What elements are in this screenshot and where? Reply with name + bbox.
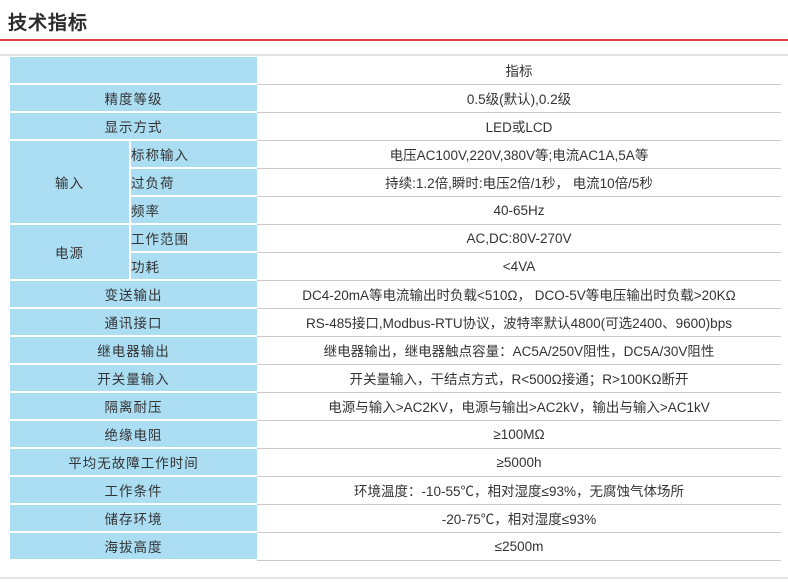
- spec-label-isolation: 隔离耐压: [10, 392, 257, 421]
- spec-label-accuracy: 精度等级: [10, 84, 257, 113]
- table-row: 平均无故障工作时间 ≥5000h: [10, 448, 781, 477]
- table-row: 变送输出 DC4-20mA等电流输出时负载<510Ω， DCO-5V等电压输出时…: [10, 280, 781, 309]
- title-underline: [0, 39, 788, 41]
- table-row: 绝缘电阻 ≥100MΩ: [10, 420, 781, 449]
- table-row: 指标: [10, 57, 781, 85]
- spec-label-altitude: 海拔高度: [10, 532, 257, 561]
- spec-label-switch-input: 开关量输入: [10, 364, 257, 393]
- spec-value-overload: 持续:1.2倍,瞬时:电压2倍/1秒， 电流10倍/5秒: [257, 168, 781, 197]
- spec-value-comm-interface: RS-485接口,Modbus-RTU协议，波特率默认4800(可选2400、9…: [257, 308, 781, 337]
- spec-value-insulation: ≥100MΩ: [257, 420, 781, 449]
- spec-label-nominal-input: 标称输入: [130, 140, 257, 169]
- spec-label-storage: 储存环境: [10, 504, 257, 533]
- spec-label-working-conditions: 工作条件: [10, 476, 257, 505]
- table-row: 继电器输出 继电器输出，继电器触点容量：AC5A/250V阻性，DC5A/30V…: [10, 336, 781, 365]
- spec-value-display: LED或LCD: [257, 112, 781, 141]
- spec-value-working-conditions: 环境温度：-10-55℃，相对湿度≤93%，无腐蚀气体场所: [257, 476, 781, 505]
- spec-label-frequency: 频率: [130, 196, 257, 225]
- spec-value-storage: -20-75℃，相对湿度≤93%: [257, 504, 781, 533]
- table-row: 工作条件 环境温度：-10-55℃，相对湿度≤93%，无腐蚀气体场所: [10, 476, 781, 505]
- spec-label-display: 显示方式: [10, 112, 257, 141]
- spec-value-relay-output: 继电器输出，继电器触点容量：AC5A/250V阻性，DC5A/30V阻性: [257, 336, 781, 365]
- spec-label-mtbf: 平均无故障工作时间: [10, 448, 257, 477]
- spec-label-comm-interface: 通讯接口: [10, 308, 257, 337]
- spec-value-transmit-output: DC4-20mA等电流输出时负载<510Ω， DCO-5V等电压输出时负载>20…: [257, 280, 781, 309]
- spec-value-mtbf: ≥5000h: [257, 448, 781, 477]
- page-title: 技术指标: [8, 13, 89, 34]
- table-row: 精度等级 0.5级(默认),0.2级: [10, 84, 781, 113]
- spec-label-working-range: 工作范围: [130, 224, 257, 253]
- table-row: 过负荷 持续:1.2倍,瞬时:电压2倍/1秒， 电流10倍/5秒: [10, 168, 781, 197]
- spec-label-insulation: 绝缘电阻: [10, 420, 257, 449]
- spec-label-relay-output: 继电器输出: [10, 336, 257, 365]
- spec-value-consumption: <4VA: [257, 252, 781, 281]
- table-row: 储存环境 -20-75℃，相对湿度≤93%: [10, 504, 781, 533]
- spec-value-frequency: 40-65Hz: [257, 196, 781, 225]
- table-row: 功耗 <4VA: [10, 252, 781, 281]
- table-bottom-divider: [0, 577, 788, 579]
- table-row: 隔离耐压 电源与输入>AC2KV，电源与输出>AC2kV，输出与输入>AC1kV: [10, 392, 781, 421]
- spec-value-altitude: ≤2500m: [257, 532, 781, 561]
- table-row: 显示方式 LED或LCD: [10, 112, 781, 141]
- table-row: 输入 标称输入 电压AC100V,220V,380V等;电流AC1A,5A等: [10, 140, 781, 225]
- spec-group-power: 电源: [10, 224, 131, 281]
- table-row: 通讯接口 RS-485接口,Modbus-RTU协议，波特率默认4800(可选2…: [10, 308, 781, 337]
- spec-group-input: 输入: [10, 140, 131, 225]
- spec-value-working-range: AC,DC:80V-270V: [257, 224, 781, 253]
- spec-value-switch-input: 开关量输入，干结点方式，R<500Ω接通；R>100KΩ断开: [257, 364, 781, 393]
- spec-value-nominal-input: 电压AC100V,220V,380V等;电流AC1A,5A等: [257, 140, 781, 169]
- table-row: 开关量输入 开关量输入，干结点方式，R<500Ω接通；R>100KΩ断开: [10, 364, 781, 393]
- spec-value-accuracy: 0.5级(默认),0.2级: [257, 84, 781, 113]
- table-top-divider: [0, 54, 788, 56]
- spec-value-isolation: 电源与输入>AC2KV，电源与输出>AC2kV，输出与输入>AC1kV: [257, 392, 781, 421]
- spec-label-transmit-output: 变送输出: [10, 280, 257, 309]
- table-row: 频率 40-65Hz: [10, 196, 781, 225]
- spec-header-empty-cell: [10, 57, 257, 85]
- spec-label-consumption: 功耗: [130, 252, 257, 281]
- spec-table: 指标 精度等级 0.5级(默认),0.2级 显示方式 LED或LCD 输入 标称…: [10, 57, 781, 561]
- table-row: 海拔高度 ≤2500m: [10, 532, 781, 561]
- spec-label-overload: 过负荷: [130, 168, 257, 197]
- spec-value-header: 指标: [257, 57, 781, 85]
- table-row: 电源 工作范围 AC,DC:80V-270V: [10, 224, 781, 281]
